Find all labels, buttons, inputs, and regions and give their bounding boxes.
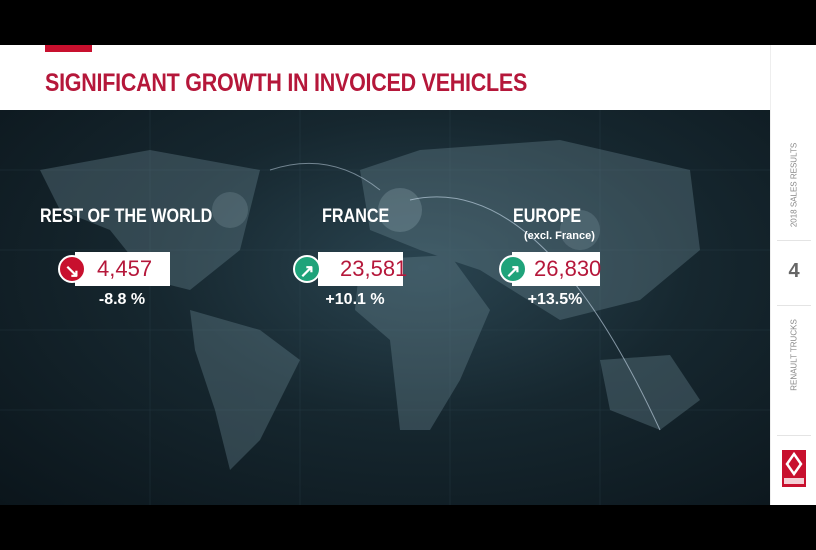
divider <box>777 435 811 436</box>
sidebar: 2018 SALES RESULTS 4 RENAULT TRUCKS <box>770 45 816 505</box>
change-rest-of-world: -8.8 % <box>98 291 146 308</box>
brand-label: RENAULT TRUCKS <box>789 319 799 391</box>
change-france: +10.1 % <box>325 291 385 308</box>
region-label-europe: EUROPE <box>513 206 582 227</box>
accent-bar <box>45 45 92 52</box>
title-bar: SIGNIFICANT GROWTH IN INVOICED VEHICLES <box>0 45 770 110</box>
value-box-france: 23,581 <box>318 252 407 286</box>
page-number: 4 <box>788 260 800 282</box>
page-title: SIGNIFICANT GROWTH IN INVOICED VEHICLES <box>45 69 528 97</box>
world-map-image <box>0 110 770 505</box>
change-europe: +13.5% <box>527 291 583 308</box>
section-label: 2018 SALES RESULTS <box>789 142 799 228</box>
region-label-rest-of-world: REST OF THE WORLD <box>40 206 213 227</box>
value-box-europe: 26,830 <box>512 252 601 286</box>
region-label-france: FRANCE <box>322 206 390 227</box>
divider <box>777 240 811 241</box>
divider <box>777 305 811 306</box>
arrow-down-right-icon: ↘ <box>58 255 86 283</box>
renault-trucks-logo <box>782 450 806 487</box>
arrow-up-right-icon: ↗ <box>293 255 321 283</box>
slide: SIGNIFICANT GROWTH IN INVOICED VEHICLES … <box>0 45 816 505</box>
value-box-rest-of-world: 4,457 <box>75 252 170 286</box>
arrow-up-right-icon: ↗ <box>499 255 527 283</box>
world-map-background: REST OF THE WORLD 4,457 ↘ -8.8 % FRANCE … <box>0 110 770 505</box>
region-sublabel-europe: (excl. France) <box>524 230 595 242</box>
